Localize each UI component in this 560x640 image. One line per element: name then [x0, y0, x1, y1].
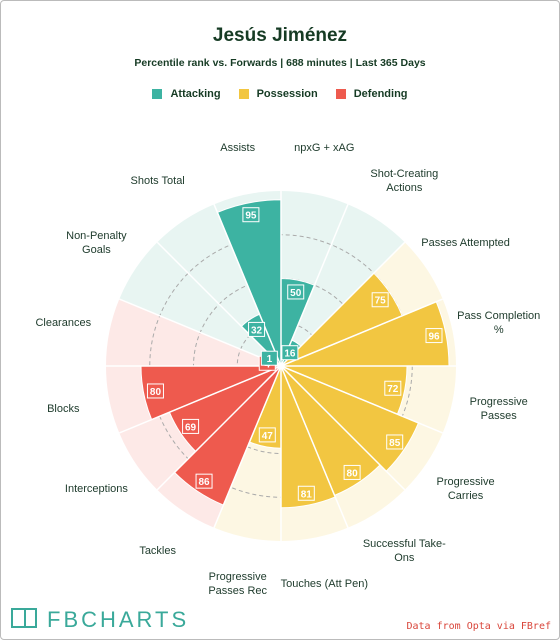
value-label-box: [281, 345, 299, 361]
slice-separator: [280, 365, 406, 491]
category-label: Tackles: [139, 544, 176, 557]
legend-item: Defending: [335, 88, 408, 100]
value-label-box: [371, 292, 389, 308]
slice-separator: [280, 365, 349, 528]
value-label: 72: [384, 380, 402, 396]
value-label: 95: [242, 207, 260, 223]
value-label: 81: [297, 485, 315, 501]
category-label: npxG + xAG: [294, 142, 355, 155]
value-label-text: 75: [375, 296, 387, 307]
slice-separator: [156, 241, 282, 367]
value-label-text: 80: [347, 468, 359, 479]
slice-separator: [156, 365, 282, 491]
slice-separator: [213, 365, 282, 528]
slice-separator: [119, 365, 282, 434]
value-label: 80: [343, 464, 361, 480]
legend-item: Attacking: [152, 88, 221, 100]
value-label: 85: [386, 434, 404, 450]
value-label-box: [425, 328, 443, 344]
slice-background: [281, 204, 405, 366]
slice-separator: [280, 365, 443, 434]
slice-separator: [280, 241, 406, 367]
value-label-box: [260, 350, 278, 366]
legend-label: Attacking: [170, 88, 221, 100]
value-label-text: 81: [301, 489, 313, 500]
value-label-text: 85: [389, 438, 401, 449]
value-label: 32: [248, 321, 266, 337]
value-label-box: [287, 284, 305, 300]
category-label: Successful Take-Ons: [362, 537, 446, 564]
slice-separator: [280, 204, 349, 367]
value-label-text: 50: [290, 288, 302, 299]
value-label-box: [146, 383, 164, 399]
category-label: Progressive Carries: [436, 476, 495, 503]
value-label: 96: [425, 328, 443, 344]
value-label-text: 95: [245, 211, 257, 222]
slice-separator: [280, 298, 443, 367]
chart-title: Jesús Jiménez: [212, 25, 348, 46]
category-label: Pass Completion %: [457, 309, 541, 336]
value-label-box: [343, 464, 361, 480]
value-label-text: 86: [198, 477, 210, 488]
slice-separator: [213, 204, 282, 367]
legend: Attacking Possession Defending: [1, 88, 559, 100]
category-label: Blocks: [47, 403, 80, 416]
category-label: Shots Total: [130, 175, 185, 188]
category-label: Progressive Passes: [469, 396, 528, 423]
value-label-box: [386, 434, 404, 450]
slice-background: [119, 242, 282, 366]
source-note: Data from Opta via FBref: [406, 621, 552, 632]
category-label: Clearances: [35, 316, 92, 329]
chart-subtitle: Percentile rank vs. Forwards | 688 minut…: [134, 57, 426, 69]
value-label: 47: [258, 427, 276, 443]
value-label: 80: [146, 383, 164, 399]
legend-swatch: [238, 89, 249, 99]
category-label: Progressive Passes Rec: [208, 570, 268, 597]
slice-separator: [119, 298, 282, 367]
category-label: Assists: [220, 142, 256, 155]
value-label-box: [242, 207, 260, 223]
logo-icon: [11, 608, 37, 628]
category-label: Passes Attempted: [421, 236, 510, 249]
value-label: 16: [281, 345, 299, 361]
category-label: Interceptions: [64, 483, 128, 496]
value-label-box: [384, 380, 402, 396]
value-label: 50: [287, 284, 305, 300]
value-label-box: [248, 321, 266, 337]
value-label-text: 72: [387, 384, 399, 395]
value-label-text: 32: [251, 325, 263, 336]
value-label: 69: [182, 418, 200, 434]
legend-item: Possession: [238, 88, 318, 100]
value-label-box: [182, 418, 200, 434]
category-label: Non-Penalty Goals: [66, 229, 127, 256]
value-label-box: [258, 427, 276, 443]
value-label: 86: [195, 473, 213, 489]
category-label: Shot-Creating Actions: [370, 168, 439, 195]
value-label-text: 69: [185, 422, 197, 433]
legend-label: Defending: [353, 88, 408, 100]
legend-swatch: [335, 89, 346, 99]
value-label-box: [297, 485, 315, 501]
value-label-text: 1: [267, 354, 273, 365]
value-label-text: 96: [428, 332, 440, 343]
legend-swatch: [152, 89, 163, 99]
slice-background: [106, 299, 281, 366]
value-label: 1: [260, 350, 278, 366]
logo: FBCHARTS: [47, 607, 190, 632]
value-label-box: [195, 473, 213, 489]
value-label: 75: [371, 292, 389, 308]
value-label-text: 47: [262, 431, 274, 442]
value-label-text: 80: [150, 387, 162, 398]
legend-label: Possession: [256, 88, 318, 100]
value-label-text: 16: [284, 349, 296, 360]
category-label: Touches (Att Pen): [280, 577, 369, 590]
